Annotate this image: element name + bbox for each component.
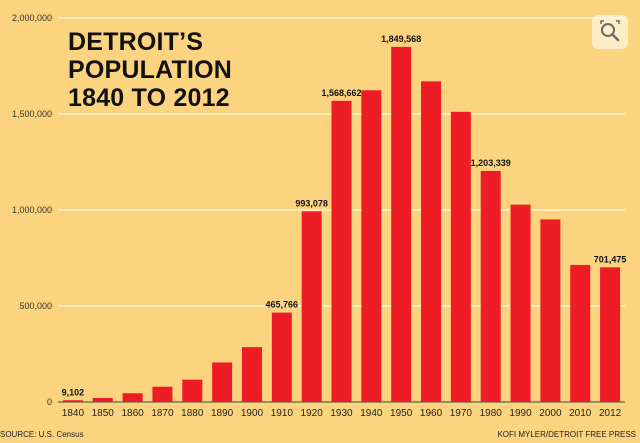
bar-1930 <box>331 100 352 402</box>
chart-title-line-2: POPULATION <box>68 56 233 84</box>
bar-1900 <box>241 347 262 402</box>
credit-note: KOFI MYLER/DETROIT FREE PRESS <box>497 430 636 439</box>
x-tick-label: 1860 <box>121 408 144 419</box>
zoom-button[interactable] <box>592 15 628 49</box>
bar-1950 <box>391 46 412 403</box>
bar-2012 <box>600 267 621 402</box>
bar-1860 <box>122 393 143 402</box>
zoom-icon <box>600 20 620 42</box>
data-label-1910: 465,766 <box>266 300 299 310</box>
bar-1890 <box>212 362 233 402</box>
bar-2000 <box>540 219 561 402</box>
source-note: SOURCE: U.S. Census <box>0 430 84 439</box>
data-label-1930: 1,568,662 <box>321 88 361 98</box>
data-label-1980: 1,203,339 <box>471 158 511 168</box>
chart-title-line-3: 1840 TO 2012 <box>68 84 230 112</box>
bar-1940 <box>361 90 382 403</box>
x-tick-label: 1980 <box>480 408 503 419</box>
x-tick-label: 1970 <box>450 408 473 419</box>
x-tick-label: 2000 <box>539 408 562 419</box>
y-tick-label: 500,000 <box>19 301 52 311</box>
bar-1920 <box>301 211 322 402</box>
bar-1970 <box>450 111 471 402</box>
y-tick-label: 1,000,000 <box>12 205 52 215</box>
x-tick-label: 1870 <box>151 408 174 419</box>
x-tick-label: 1910 <box>271 408 294 419</box>
x-tick-label: 2012 <box>599 408 622 419</box>
x-tick-label: 1990 <box>509 408 532 419</box>
x-tick-label: 1880 <box>181 408 204 419</box>
data-label-1950: 1,849,568 <box>381 34 421 44</box>
x-tick-label: 1960 <box>420 408 443 419</box>
x-tick-label: 1940 <box>360 408 383 419</box>
bar-1990 <box>510 204 531 402</box>
x-tick-label: 1950 <box>390 408 413 419</box>
x-tick-label: 1920 <box>301 408 324 419</box>
x-tick-label: 1930 <box>330 408 353 419</box>
bar-2010 <box>570 264 591 402</box>
data-label-2012: 701,475 <box>594 254 627 264</box>
bar-1980 <box>480 170 501 402</box>
y-tick-label: 1,500,000 <box>12 109 52 119</box>
bar-1960 <box>421 81 442 403</box>
y-tick-label: 0 <box>47 397 52 407</box>
chart-title-line-1: DETROIT’S <box>68 28 204 56</box>
bar-1870 <box>152 386 173 402</box>
bar-1850 <box>92 397 113 402</box>
y-tick-label: 2,000,000 <box>12 13 52 23</box>
x-tick-label: 2010 <box>569 408 592 419</box>
bar-1910 <box>271 312 292 402</box>
data-label-1840: 9,102 <box>62 387 85 397</box>
x-tick-label: 1890 <box>211 408 234 419</box>
x-tick-label: 1840 <box>62 408 85 419</box>
x-tick-label: 1850 <box>92 408 115 419</box>
bar-1840 <box>62 400 83 402</box>
x-tick-label: 1900 <box>241 408 264 419</box>
bar-1880 <box>182 379 203 402</box>
data-label-1920: 993,078 <box>295 198 328 208</box>
